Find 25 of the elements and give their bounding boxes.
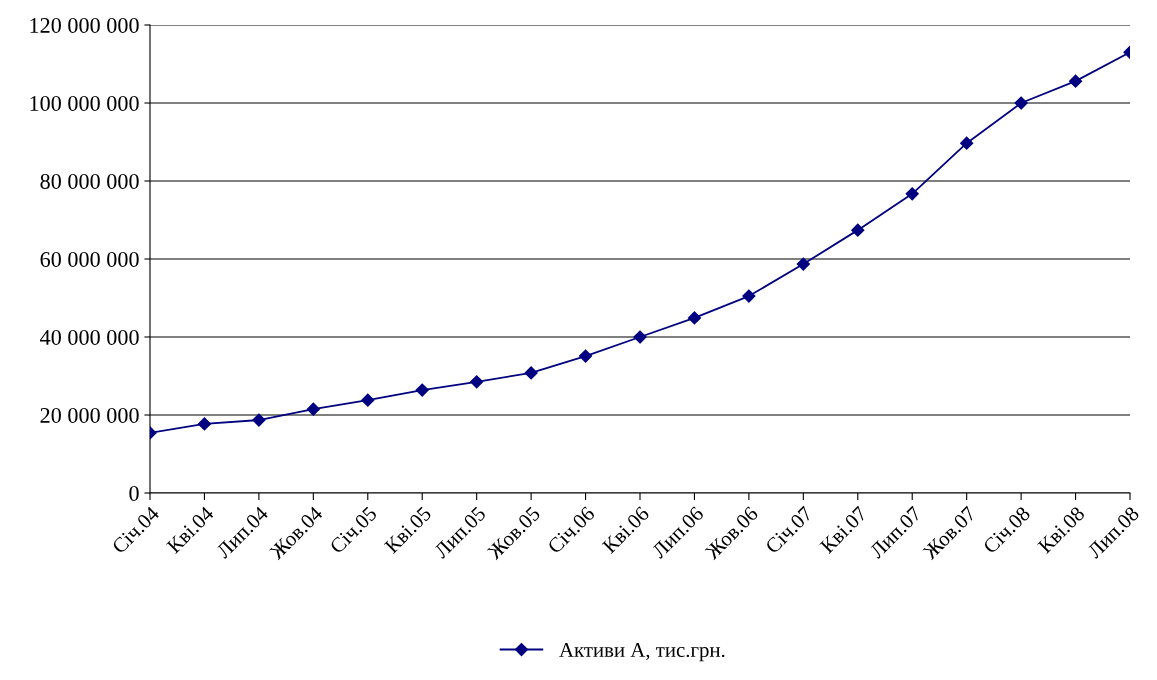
point bbox=[415, 383, 429, 397]
point bbox=[687, 311, 702, 325]
y-tick-label: 60 000 000 bbox=[40, 251, 139, 267]
point bbox=[252, 413, 266, 427]
point bbox=[905, 187, 919, 201]
y-tick-label: 80 000 000 bbox=[40, 173, 139, 189]
point bbox=[361, 393, 375, 407]
y-tick-label: 0 bbox=[129, 485, 139, 501]
point bbox=[742, 289, 756, 303]
point bbox=[524, 366, 538, 380]
legend-label: Активи А, тис.грн. bbox=[559, 643, 725, 662]
point bbox=[470, 375, 484, 389]
point bbox=[960, 136, 974, 150]
y-tick-label: 120 000 000 bbox=[30, 17, 139, 33]
point bbox=[306, 402, 320, 416]
point bbox=[851, 223, 865, 237]
point bbox=[633, 330, 647, 344]
point bbox=[1014, 96, 1028, 110]
point bbox=[1068, 74, 1083, 88]
point bbox=[578, 349, 593, 363]
y-tick-label: 20 000 000 bbox=[40, 407, 139, 423]
y-tick-label: 100 000 000 bbox=[30, 95, 139, 111]
point bbox=[796, 257, 810, 271]
point bbox=[197, 417, 212, 431]
y-tick-label: 40 000 000 bbox=[40, 329, 139, 345]
